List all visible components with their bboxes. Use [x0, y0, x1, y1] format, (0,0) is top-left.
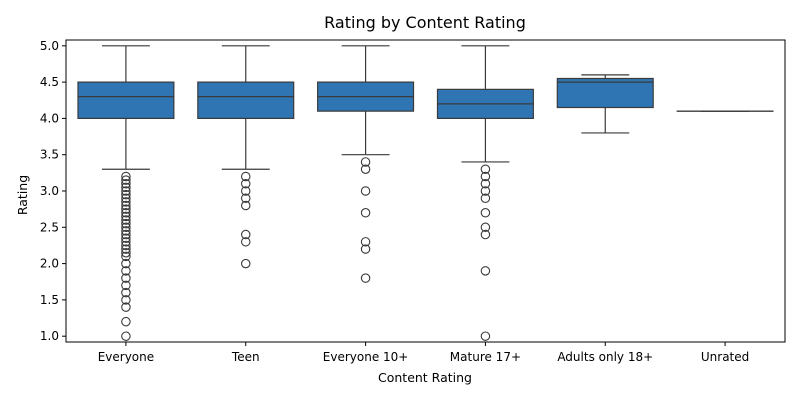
- box-group-0: [78, 46, 174, 341]
- x-tick-label-1: Teen: [231, 350, 260, 364]
- outlier-point-3-8: [481, 267, 489, 275]
- outlier-point-3-9: [481, 332, 489, 340]
- x-tick-label-5: Unrated: [701, 350, 749, 364]
- outlier-point-3-5: [481, 209, 489, 217]
- box-0: [78, 82, 174, 118]
- box-group-2: [318, 46, 414, 283]
- outlier-point-2-6: [361, 274, 369, 282]
- x-tick-label-4: Adults only 18+: [557, 350, 653, 364]
- x-tick-label-0: Everyone: [98, 350, 154, 364]
- x-axis: Everyone Teen Everyone 10+ Mature 17+ Adults…: [98, 342, 750, 364]
- y-tick-label-6: 4.0: [40, 111, 59, 125]
- y-tick-label-2: 2.0: [40, 257, 59, 271]
- outlier-point-0-30: [122, 317, 130, 325]
- box-group-1: [198, 46, 294, 268]
- y-tick-label-4: 3.0: [40, 184, 59, 198]
- y-tick-label-7: 4.5: [40, 75, 59, 89]
- outlier-point-0-31: [122, 332, 130, 340]
- box-1: [198, 82, 294, 118]
- box-group-4: [557, 75, 653, 133]
- outlier-point-2-2: [361, 187, 369, 195]
- y-axis: 1.0 1.5 2.0 2.5 3.0 3.5 4.0 4.5 5.0: [40, 39, 66, 343]
- chart-title: Rating by Content Rating: [324, 13, 526, 32]
- x-axis-label: Content Rating: [378, 370, 472, 385]
- y-axis-label: Rating: [15, 175, 30, 215]
- y-tick-label-8: 5.0: [40, 39, 59, 53]
- plot-area: [66, 40, 785, 342]
- x-tick-label-3: Mature 17+: [450, 350, 521, 364]
- x-tick-label-2: Everyone 10+: [323, 350, 409, 364]
- y-tick-label-1: 1.5: [40, 293, 59, 307]
- box-group-3: [437, 46, 533, 341]
- y-tick-label-0: 1.0: [40, 329, 59, 343]
- outlier-point-2-3: [361, 209, 369, 217]
- y-tick-label-5: 3.5: [40, 148, 59, 162]
- y-tick-label-3: 2.5: [40, 220, 59, 234]
- outlier-point-1-7: [242, 259, 250, 267]
- box-4: [557, 78, 653, 107]
